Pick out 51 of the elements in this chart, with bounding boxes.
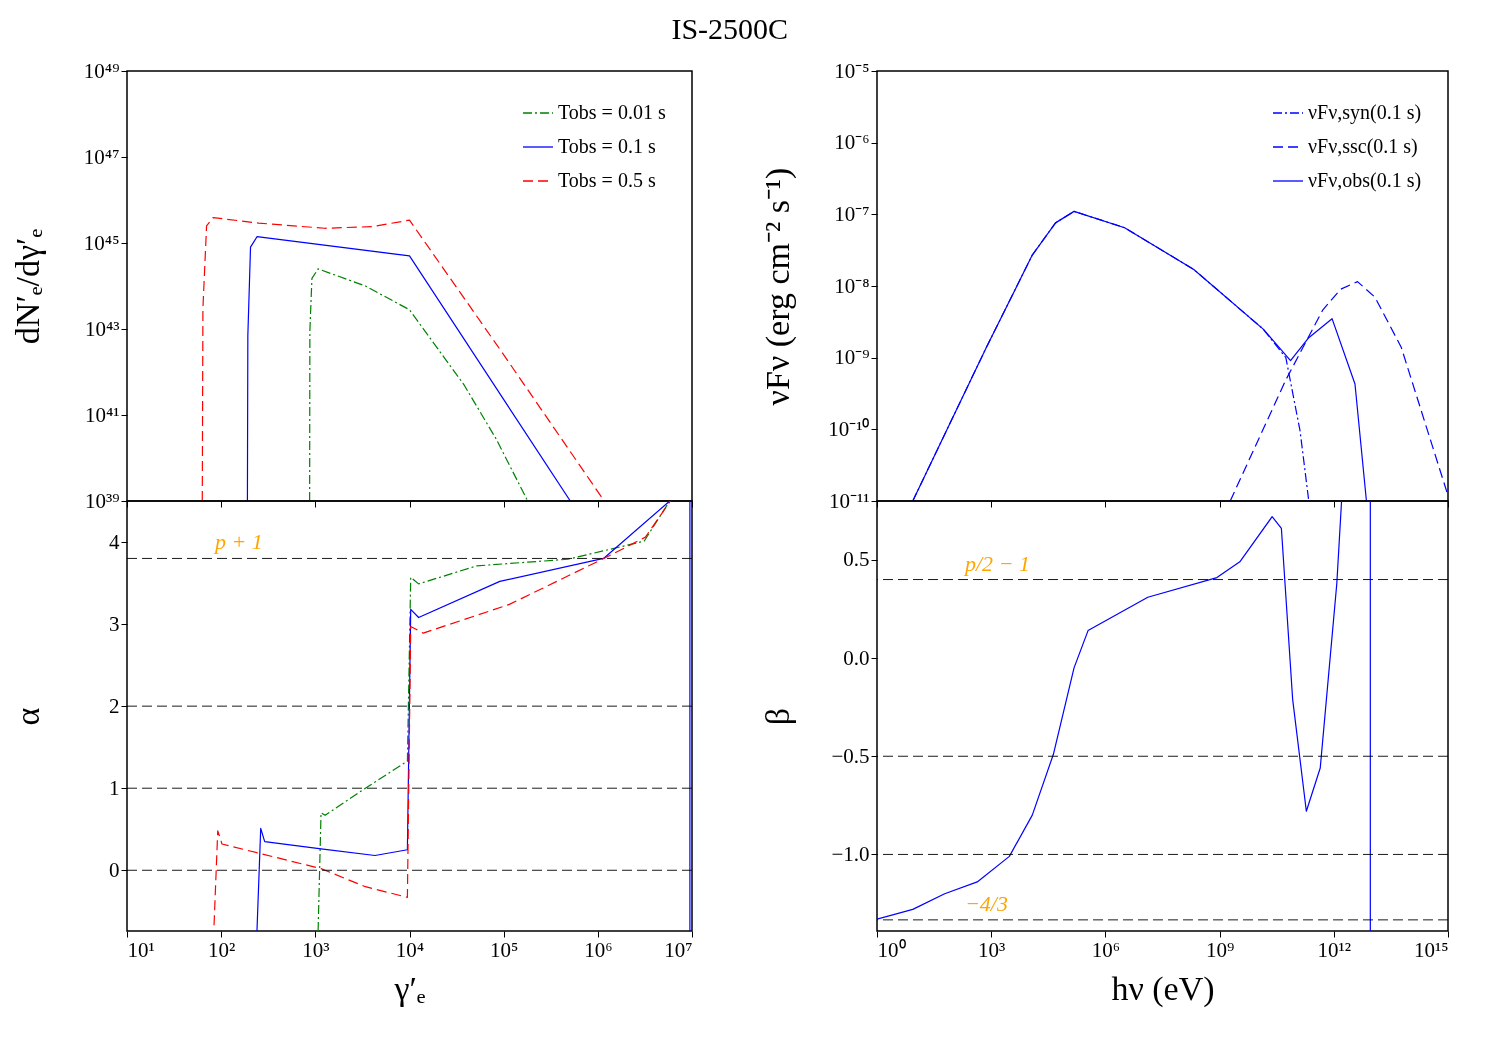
x-tick-label: 10⁶: [1091, 937, 1121, 962]
x-tick-label: 10³: [302, 937, 330, 962]
y-tick-label: −0.5: [831, 743, 870, 768]
x-tick-label: 10⁶: [584, 937, 613, 962]
legend-label: Tobs = 0.01 s: [558, 101, 666, 123]
y-axis-title: νFν (erg cm⁻² s⁻¹): [758, 167, 797, 406]
x-axis-title: hν (eV): [1111, 969, 1215, 1008]
x-tick-label: 10¹²: [1317, 937, 1352, 962]
ref-line-label: p + 1: [213, 529, 263, 555]
legend-label: Tobs = 0.5 s: [558, 169, 656, 191]
y-axis-title: β: [758, 707, 796, 726]
x-tick-label: 10⁴: [395, 937, 425, 962]
y-tick-label: 0: [109, 857, 120, 882]
y-tick-label: 10⁴³: [84, 316, 120, 341]
y-tick-label: 10⁻¹¹: [828, 488, 870, 513]
y-tick-label: 1: [109, 775, 120, 800]
y-tick-label: 10⁴¹: [84, 402, 120, 427]
y-axis-title: α: [8, 707, 46, 726]
y-tick-label: −1.0: [831, 841, 870, 866]
x-tick-label: 10⁹: [1205, 937, 1235, 962]
y-tick-label: 10⁴⁵: [83, 230, 120, 255]
x-tick-label: 10³: [978, 937, 1006, 962]
y-tick-label: 2: [109, 693, 120, 718]
x-tick-label: 10⁵: [490, 937, 519, 962]
y-tick-label: 4: [109, 529, 120, 554]
chart-title: IS-2500C: [671, 12, 789, 46]
x-tick-label: 10¹: [127, 937, 155, 962]
y-tick-label: 0.0: [843, 645, 870, 670]
y-tick-label: 10⁻⁹: [834, 345, 870, 370]
legend-label: νFν,ssc(0.1 s): [1308, 135, 1418, 158]
y-tick-label: 10⁻⁶: [834, 130, 870, 155]
legend-label: νFν,syn(0.1 s): [1308, 101, 1422, 124]
legend-label: νFν,obs(0.1 s): [1308, 169, 1422, 192]
y-tick-label: 10⁻⁷: [834, 201, 870, 226]
y-tick-label: 10³⁹: [84, 488, 120, 513]
x-tick-label: 10⁷: [664, 937, 693, 962]
y-tick-label: 10⁻¹⁰: [828, 416, 870, 441]
y-tick-label: 3: [109, 611, 120, 636]
x-tick-label: 10¹⁵: [1413, 937, 1449, 962]
x-tick-label: 10²: [208, 937, 236, 962]
y-tick-label: 10⁻⁵: [834, 58, 870, 83]
ref-line-label: p/2 − 1: [963, 550, 1030, 576]
y-tick-label: 10⁴⁹: [83, 58, 120, 83]
legend-label: Tobs = 0.1 s: [558, 135, 656, 157]
y-axis-title: dN′ₑ/dγ′ₑ: [8, 228, 46, 345]
x-tick-label: 10⁰: [877, 937, 906, 962]
y-tick-label: 0.5: [843, 547, 870, 572]
x-axis-title: γ′ₑ: [393, 969, 426, 1007]
y-tick-label: 10⁻⁸: [834, 273, 870, 298]
ref-line-label: −4/3: [965, 890, 1008, 916]
y-tick-label: 10⁴⁷: [83, 144, 120, 169]
